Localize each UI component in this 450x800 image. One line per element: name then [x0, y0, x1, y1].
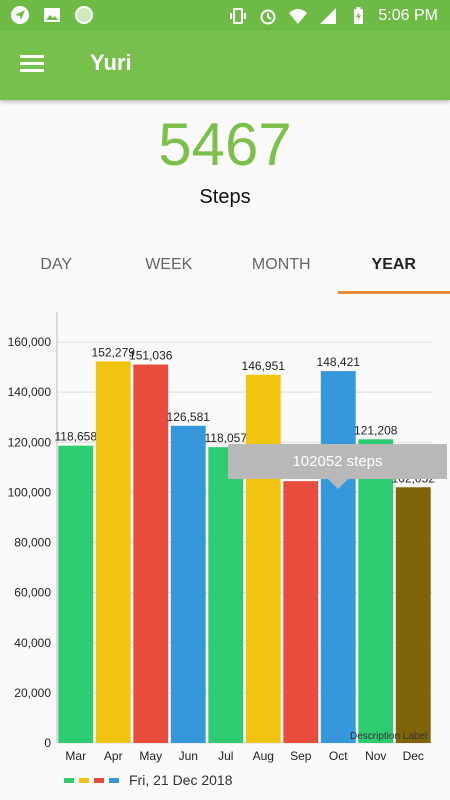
legend-swatch: [79, 777, 89, 783]
y-tick-label: 120,000: [8, 435, 52, 449]
bar-value-label: 121,208: [354, 423, 398, 437]
x-tick-label: Dec: [403, 749, 424, 763]
bar-value-label: 146,951: [242, 359, 286, 373]
bar-mar[interactable]: [58, 445, 94, 743]
bar-value-label: 148,421: [317, 355, 361, 369]
alarm-icon: [260, 9, 276, 25]
description-label: Description Label: [350, 731, 428, 742]
x-tick-label: Nov: [365, 749, 386, 763]
legend-swatch: [109, 777, 119, 783]
x-tick-label: Apr: [104, 749, 123, 763]
tab-day[interactable]: DAY: [40, 256, 73, 273]
steps-count: 5467: [158, 111, 292, 178]
bar-may[interactable]: [133, 364, 169, 743]
bar-nov[interactable]: [358, 439, 394, 743]
bar-aug[interactable]: [245, 374, 281, 743]
y-tick-label: 0: [44, 736, 51, 750]
steps-bar-chart[interactable]: 0 20,000 40,000 60,000 80,000 100,000 120,000 1…: [0, 300, 450, 770]
bar-sep[interactable]: [283, 481, 319, 743]
chart-canvas[interactable]: 020,00040,00060,00080,000100,000120,0001…: [0, 300, 450, 770]
y-tick-label: 80,000: [14, 536, 51, 550]
battery-charging-icon: [354, 7, 364, 24]
vibrate-icon: [230, 8, 247, 24]
bar-value-label: 152,279: [92, 345, 136, 359]
signal-icon: [320, 8, 337, 24]
tab-month[interactable]: MONTH: [251, 256, 311, 273]
bar-oct[interactable]: [320, 371, 356, 743]
status-time: 5:06 PM: [378, 7, 438, 24]
legend-swatch: [94, 777, 104, 783]
circle-icon: [75, 6, 93, 24]
x-tick-label: Mar: [65, 749, 86, 763]
x-tick-label: Aug: [253, 749, 274, 763]
x-tick-label: Oct: [329, 749, 348, 763]
y-tick-label: 160,000: [8, 335, 52, 349]
y-tick-label: 60,000: [14, 586, 51, 600]
bar-value-label: 118,057: [205, 431, 248, 445]
x-tick-label: Sep: [290, 749, 312, 763]
y-tick-label: 140,000: [8, 385, 52, 399]
legend-label: Fri, 21 Dec 2018: [129, 772, 233, 788]
chart-tooltip: 102052 steps: [228, 444, 447, 489]
bar-dec[interactable]: [395, 487, 431, 743]
x-tick-label: Jul: [218, 749, 233, 763]
navigation-icon: [11, 6, 29, 24]
y-tick-label: 100,000: [8, 485, 52, 499]
hamburger-menu-icon[interactable]: [20, 52, 50, 78]
wifi-icon: [289, 9, 308, 24]
bar-value-label: 151,036: [129, 349, 173, 363]
bar-value-label: 118,658: [55, 430, 98, 444]
bar-apr[interactable]: [95, 361, 131, 743]
app-bar: Yuri: [0, 30, 450, 100]
y-tick-label: 40,000: [14, 636, 51, 650]
bar-jun[interactable]: [170, 425, 206, 743]
tab-year[interactable]: YEAR: [337, 240, 450, 294]
y-tick-label: 20,000: [14, 686, 51, 700]
x-tick-label: Jun: [179, 749, 198, 763]
app-title: Yuri: [90, 50, 132, 75]
bar-jul[interactable]: [208, 447, 244, 743]
x-tick-label: May: [139, 749, 162, 763]
image-icon: [44, 8, 60, 22]
tab-week[interactable]: WEEK: [145, 256, 193, 273]
steps-label: Steps: [199, 186, 251, 208]
period-tabs: DAY WEEK MONTH YEAR: [0, 240, 450, 294]
legend-swatch: [64, 777, 74, 783]
status-bar: 5:06 PM: [0, 0, 450, 30]
chart-legend: Fri, 21 Dec 2018: [64, 772, 233, 788]
bar-value-label: 126,581: [167, 410, 211, 424]
